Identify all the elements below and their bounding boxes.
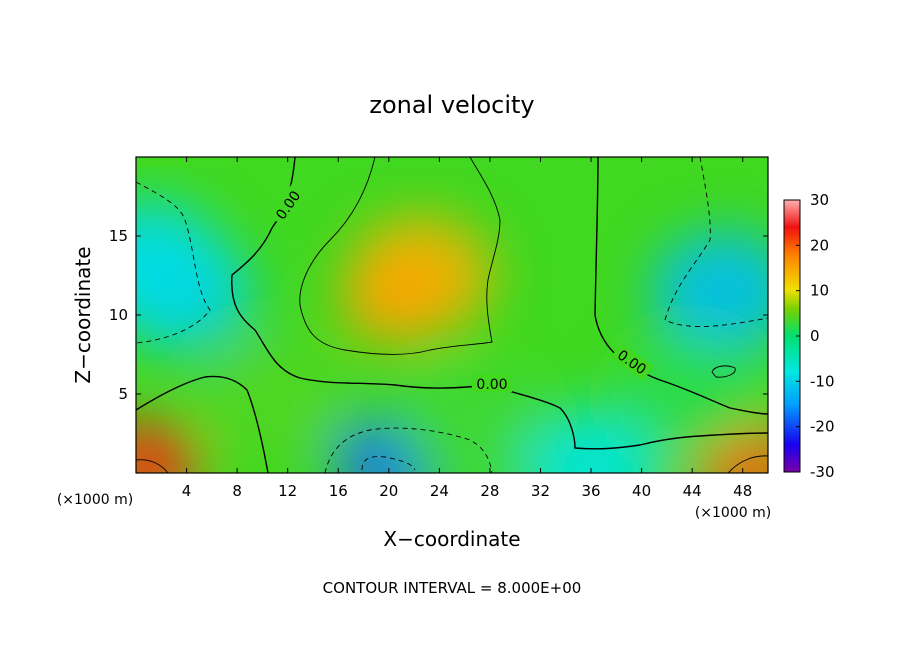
contour-interval-note: CONTOUR INTERVAL = 8.000E+00 [323,579,582,597]
contour-neg-bottom-inner [361,456,416,471]
x-tick-label: 32 [531,482,550,500]
field-blob [519,408,664,473]
x-tick-label: 40 [632,482,651,500]
contour-label: 0.00 [476,377,507,393]
x-tick-label: 44 [683,482,702,500]
x-axis: 4 8 12 16 20 24 28 32 36 40 44 48 [182,157,752,500]
field-blobs [136,199,768,473]
x-axis-label: X−coordinate [383,527,520,551]
zero-contour-left [136,375,269,473]
x-unit-label-left: (×1000 m) [57,492,133,508]
colorbar-tick-label: 20 [810,236,829,254]
colorbar-tick-label: 30 [810,191,829,209]
field-blob [136,199,221,320]
contour-pos-bottom-left [136,459,169,473]
x-tick-label: 36 [581,482,600,500]
contour-lines [136,157,768,473]
colorbar-tick-label: -30 [810,463,835,481]
y-axis: 5 10 15 [109,227,768,403]
x-tick-label: 16 [329,482,348,500]
x-tick-label: 8 [232,482,242,500]
field-blob [392,365,537,473]
colorbar-tick-label: -20 [810,418,835,436]
colorbar-tick-label: 0 [810,327,820,345]
field-blob [341,254,450,345]
label-bg-2 [472,374,512,392]
plot-area: 0.00 0.00 0.00 [136,157,768,473]
contour-neg-bottom [324,427,493,473]
y-tick-label: 15 [109,227,128,245]
contour-8-positive [299,157,501,355]
x-tick-label: 28 [480,482,499,500]
contour-neg-right [664,157,768,327]
contour-pos-bottom-right [727,455,768,473]
x-tick-label: 24 [430,482,449,500]
field-blob [651,231,768,352]
y-tick-label: 10 [109,306,128,324]
label-bg-1 [269,183,307,227]
x-tick-label: 48 [733,482,752,500]
x-unit-label-right: (×1000 m) [695,505,771,521]
zero-contour-main [231,157,768,450]
y-tick-label: 5 [118,385,128,403]
field-blob [620,334,765,454]
y-axis-label: Z−coordinate [71,246,95,383]
x-tick-label: 4 [182,482,192,500]
colorbar-tick-label: -10 [810,372,835,390]
contour-neg-left [136,181,211,344]
field-blob [136,420,201,473]
x-tick-label: 20 [379,482,398,500]
colorbar: 30 20 10 0 -10 -20 -30 [783,191,835,481]
colorbar-tick-label: 10 [810,282,829,300]
label-bg-3 [610,343,654,381]
field-blob [203,341,348,462]
colorbar-ticks: 30 20 10 0 -10 -20 -30 [796,191,835,481]
x-tick-label: 12 [278,482,297,500]
contour-small-loop [711,365,736,378]
chart-title: zonal velocity [369,91,534,119]
